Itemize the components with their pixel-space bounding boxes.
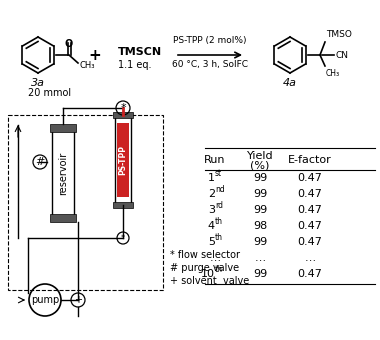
Text: nd: nd: [215, 186, 225, 194]
Text: 99: 99: [253, 173, 267, 183]
Text: CH₃: CH₃: [326, 69, 340, 78]
Bar: [117, 123, 129, 197]
Text: 98: 98: [253, 221, 267, 231]
Text: …: …: [255, 253, 266, 263]
Text: + solvent  valve: + solvent valve: [170, 276, 249, 286]
Text: TMSCN: TMSCN: [118, 47, 162, 57]
Bar: [52, 128, 74, 218]
Bar: [8, 115, 163, 290]
Bar: [113, 112, 133, 118]
Text: O: O: [65, 39, 73, 49]
Bar: [113, 202, 133, 208]
Text: 3: 3: [208, 205, 215, 215]
Text: *: *: [121, 234, 125, 242]
Text: E-factor: E-factor: [288, 155, 332, 165]
Text: 1.1 eq.: 1.1 eq.: [118, 60, 152, 70]
Text: 60 °C, 3 h, SolFC: 60 °C, 3 h, SolFC: [172, 60, 248, 69]
Text: 99: 99: [253, 205, 267, 215]
Text: …: …: [304, 253, 315, 263]
Text: (%): (%): [250, 161, 270, 171]
Text: 4: 4: [208, 221, 215, 231]
Bar: [50, 214, 76, 222]
Text: …: …: [209, 253, 220, 263]
Text: 0.47: 0.47: [298, 269, 323, 279]
Text: 20 mmol: 20 mmol: [28, 88, 71, 98]
Text: PS-TPP (2 mol%): PS-TPP (2 mol%): [173, 36, 247, 45]
Text: th: th: [215, 234, 223, 242]
Text: rd: rd: [215, 202, 223, 210]
Text: +: +: [74, 295, 82, 305]
Text: 0.47: 0.47: [298, 173, 323, 183]
Text: st: st: [215, 170, 222, 178]
Text: 0.47: 0.47: [298, 189, 323, 199]
Text: 5: 5: [208, 237, 215, 247]
Text: PS-TPP: PS-TPP: [119, 145, 128, 175]
Text: CH₃: CH₃: [79, 61, 95, 69]
Text: CN: CN: [335, 51, 348, 59]
Text: +: +: [89, 48, 101, 63]
Text: 0.47: 0.47: [298, 205, 323, 215]
Text: #: #: [35, 157, 45, 167]
Text: 1: 1: [208, 173, 215, 183]
Text: 99: 99: [253, 189, 267, 199]
Text: # purge valve: # purge valve: [170, 263, 239, 273]
Text: 99: 99: [253, 237, 267, 247]
Bar: [50, 124, 76, 132]
Text: 3a: 3a: [31, 78, 45, 88]
Text: th: th: [215, 218, 223, 226]
Text: pump: pump: [31, 295, 59, 305]
Text: th: th: [215, 266, 223, 274]
Text: 0.47: 0.47: [298, 221, 323, 231]
Text: 2: 2: [208, 189, 215, 199]
Text: 10: 10: [201, 269, 215, 279]
Text: *: *: [120, 103, 126, 113]
Text: 99: 99: [253, 269, 267, 279]
Bar: [115, 115, 131, 205]
Text: Yield: Yield: [247, 151, 273, 161]
Text: TMSO: TMSO: [326, 30, 352, 39]
Text: * flow selector: * flow selector: [170, 250, 240, 260]
Text: reservoir: reservoir: [58, 151, 68, 194]
Text: 4a: 4a: [283, 78, 297, 88]
Text: 0.47: 0.47: [298, 237, 323, 247]
Text: Run: Run: [204, 155, 226, 165]
